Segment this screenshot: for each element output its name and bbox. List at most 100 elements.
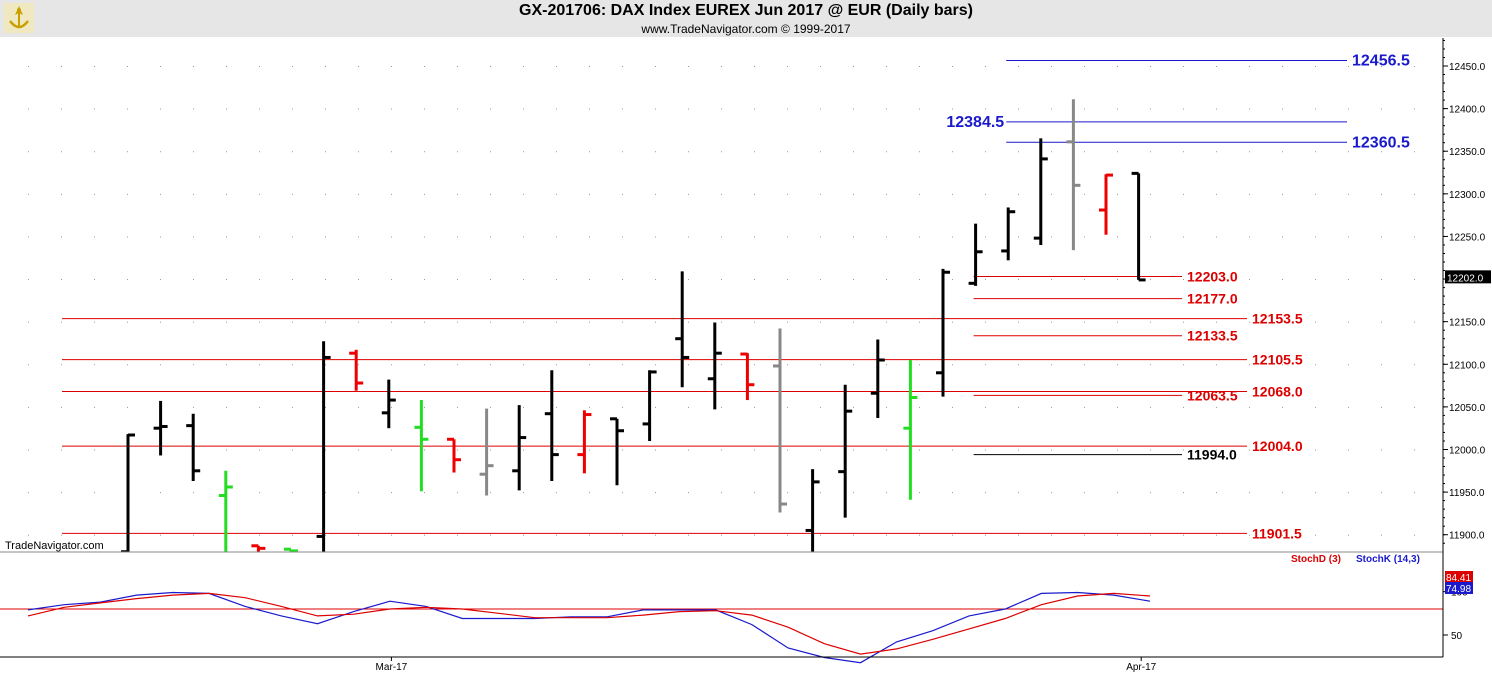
grid-dot: [919, 364, 920, 366]
grid-dot: [820, 449, 821, 451]
ohlc-bar[interactable]: [707, 322, 722, 410]
grid-dot: [193, 279, 194, 281]
ohlc-bar[interactable]: [805, 469, 820, 552]
grid-dot: [787, 449, 788, 451]
stochd-value-label: 84.41: [1446, 573, 1471, 584]
grid-dot: [1381, 193, 1382, 195]
grid-dot: [325, 321, 326, 323]
ohlc-bar[interactable]: [447, 437, 461, 473]
grid-dot: [655, 364, 656, 366]
grid-dot: [193, 492, 194, 494]
grid-dot: [1018, 151, 1019, 153]
grid-dot: [325, 534, 326, 536]
ohlc-bar[interactable]: [1099, 173, 1113, 235]
grid-dot: [919, 108, 920, 110]
ohlc-bar[interactable]: [544, 370, 559, 482]
grid-dot: [1018, 193, 1019, 195]
ohlc-bar[interactable]: [381, 379, 396, 429]
grid-dot: [1414, 364, 1415, 366]
level-label: 12068.0: [1252, 384, 1303, 400]
grid-dot: [1381, 151, 1382, 153]
grid-dot: [1348, 364, 1349, 366]
ohlc-bar[interactable]: [218, 470, 233, 552]
grid-dot: [1282, 151, 1283, 153]
grid-dot: [1084, 193, 1085, 195]
grid-dot: [1249, 534, 1250, 536]
ohlc-bar[interactable]: [870, 339, 885, 418]
ohlc-bar[interactable]: [284, 547, 298, 552]
grid-dot: [523, 66, 524, 67]
ohlc-bar[interactable]: [1033, 138, 1048, 245]
grid-dot: [1150, 364, 1151, 366]
grid-dot: [1084, 108, 1085, 110]
ohlc-bar[interactable]: [251, 544, 266, 552]
grid-dot: [523, 534, 524, 536]
grid-dot: [424, 279, 425, 281]
ohlc-bar[interactable]: [414, 400, 429, 492]
ohlc-bar[interactable]: [349, 349, 364, 391]
grid-dot: [160, 236, 161, 238]
grid-dot: [556, 193, 557, 195]
ohlc-bar[interactable]: [577, 410, 592, 474]
ohlc-bar[interactable]: [675, 271, 690, 388]
grid-dot: [1051, 66, 1052, 67]
grid-dot: [820, 534, 821, 536]
ohlc-bar[interactable]: [479, 408, 494, 496]
ohlc-bar[interactable]: [740, 352, 755, 401]
grid-dot: [787, 321, 788, 323]
grid-dot: [160, 151, 161, 153]
grid-dot: [523, 321, 524, 323]
grid-dot: [61, 492, 62, 494]
ohlc-bar[interactable]: [968, 223, 983, 286]
ohlc-bar[interactable]: [1131, 171, 1146, 282]
grid-dot: [94, 151, 95, 153]
ohlc-bar[interactable]: [1066, 99, 1081, 251]
grid-dot: [193, 108, 194, 110]
grid-dot: [1315, 108, 1316, 110]
grid-dot: [391, 364, 392, 366]
stoch-y-label: 50: [1451, 631, 1463, 642]
grid-dot: [259, 406, 260, 408]
stochk-legend: StochK (14,3): [1356, 554, 1420, 565]
grid-dot: [655, 279, 656, 281]
grid-dot: [1348, 108, 1349, 110]
grid-dot: [1051, 449, 1052, 451]
ohlc-bar[interactable]: [642, 370, 657, 441]
ohlc-bar[interactable]: [153, 400, 168, 456]
grid-dot: [952, 492, 953, 494]
ohlc-bar[interactable]: [186, 413, 201, 482]
grid-dot: [1084, 321, 1085, 323]
level-label: 12384.5: [946, 114, 1004, 131]
ohlc-bar[interactable]: [610, 417, 624, 486]
grid-dot: [688, 279, 689, 281]
grid-dot: [853, 193, 854, 195]
grid-dot: [358, 151, 359, 153]
ohlc-bar[interactable]: [936, 268, 950, 397]
ohlc-bar[interactable]: [512, 405, 527, 491]
grid-dot: [94, 193, 95, 195]
grid-dot: [490, 151, 491, 153]
grid-dot: [160, 279, 161, 281]
grid-dot: [127, 321, 128, 323]
grid-dot: [358, 364, 359, 366]
grid-dot: [523, 406, 524, 408]
grid-dot: [886, 406, 887, 408]
grid-dot: [1414, 321, 1415, 323]
grid-dot: [424, 66, 425, 67]
ohlc-bar[interactable]: [903, 360, 918, 500]
grid-dot: [589, 151, 590, 153]
level-label: 12153.5: [1252, 311, 1303, 327]
grid-dot: [787, 279, 788, 281]
ohlc-bar[interactable]: [121, 433, 135, 552]
ohlc-bar[interactable]: [773, 328, 787, 513]
grid-dot: [226, 279, 227, 281]
level-label: 12203.0: [1187, 268, 1238, 284]
ohlc-bar[interactable]: [316, 341, 331, 552]
ohlc-bar[interactable]: [1001, 207, 1016, 261]
ohlc-bar[interactable]: [838, 384, 853, 518]
grid-dot: [820, 108, 821, 110]
y-tick-label: 12400.0: [1449, 105, 1486, 116]
y-tick-label: 11900.0: [1449, 531, 1485, 542]
grid-dot: [853, 449, 854, 451]
